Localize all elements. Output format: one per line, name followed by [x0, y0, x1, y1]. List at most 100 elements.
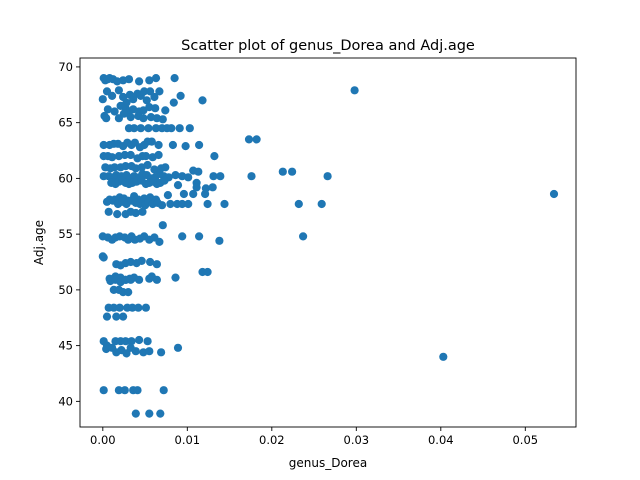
x-axis-ticks: 0.00 0.01 0.02 0.03 0.04 0.05 — [90, 427, 538, 447]
scatter-point — [121, 162, 130, 171]
chart-title: Scatter plot of genus_Dorea and Adj.age — [181, 38, 475, 54]
scatter-point — [247, 172, 256, 181]
scatter-point — [294, 199, 303, 209]
scatter-point — [119, 312, 128, 321]
scatter-point — [104, 207, 113, 216]
scatter-point — [145, 347, 154, 356]
scatter-point — [208, 183, 217, 192]
scatter-point — [126, 113, 135, 122]
scatter-point — [147, 137, 156, 146]
scatter-point — [108, 153, 117, 162]
scatter-point — [131, 208, 140, 218]
scatter-point — [114, 86, 123, 95]
scatter-point — [110, 163, 119, 172]
scatter-point — [201, 184, 210, 193]
x-tick-label: 0.03 — [344, 433, 370, 447]
x-tick-label: 0.04 — [428, 433, 454, 447]
scatter-point — [156, 409, 165, 418]
scatter-point — [323, 172, 332, 181]
scatter-point — [252, 135, 261, 144]
y-tick-label: 65 — [58, 116, 73, 130]
scatter-point — [152, 275, 161, 284]
scatter-point — [109, 303, 118, 312]
scatter-point — [102, 312, 112, 321]
scatter-point — [179, 189, 188, 199]
scatter-point — [126, 150, 135, 160]
x-tick-label: 0.00 — [90, 433, 116, 447]
scatter-point — [135, 275, 144, 284]
x-tick-label: 0.01 — [175, 433, 201, 447]
scatter-point — [139, 114, 148, 123]
scatter-point — [167, 124, 176, 133]
scatter-point — [168, 140, 177, 150]
scatter-point — [157, 201, 167, 210]
scatter-point — [134, 303, 143, 312]
scatter-point — [163, 191, 172, 200]
scatter-point — [157, 348, 166, 357]
scatter-point — [113, 210, 122, 219]
scatter-point — [195, 140, 204, 150]
scatter-point — [210, 152, 219, 161]
scatter-point — [143, 160, 152, 170]
scatter-point — [133, 386, 142, 395]
scatter-point — [154, 140, 163, 150]
y-axis-ticks: 40 45 50 55 60 65 70 — [58, 60, 80, 408]
scatter-point — [189, 189, 198, 199]
scatter-point — [175, 124, 184, 133]
scatter-point — [143, 337, 152, 346]
scatter-point — [114, 386, 123, 395]
scatter-point — [140, 87, 149, 96]
scatter-point — [158, 221, 167, 230]
scatter-point — [122, 349, 131, 358]
scatter-point — [216, 172, 225, 181]
scatter-point — [185, 124, 194, 133]
scatter-point — [181, 142, 190, 151]
scatter-point — [171, 273, 180, 282]
scatter-point — [244, 135, 254, 144]
scatter-point — [136, 124, 145, 133]
scatter-point — [288, 167, 297, 176]
scatter-point — [317, 199, 326, 209]
scatter-point — [549, 189, 559, 199]
scatter-point — [110, 107, 119, 116]
scatter-point — [169, 98, 178, 107]
scatter-point — [99, 140, 108, 150]
scatter-points — [98, 74, 559, 418]
plot-area — [80, 58, 576, 427]
scatter-point — [151, 124, 161, 133]
scatter-point — [135, 77, 144, 86]
scatter-point — [108, 91, 117, 100]
scatter-point — [209, 172, 218, 181]
scatter-point — [151, 74, 161, 83]
scatter-point — [154, 150, 163, 160]
scatter-point — [144, 124, 153, 133]
scatter-point — [119, 109, 128, 118]
y-tick-label: 55 — [58, 227, 73, 241]
x-axis-label: genus_Dorea — [289, 456, 367, 470]
scatter-point — [150, 92, 159, 102]
scatter-point — [350, 86, 359, 95]
scatter-point — [439, 352, 448, 361]
scatter-point — [142, 96, 151, 105]
scatter-point — [203, 199, 212, 209]
scatter-point — [178, 199, 187, 209]
scatter-point — [161, 106, 170, 115]
scatter-point — [184, 173, 193, 182]
scatter-point — [103, 105, 112, 114]
scatter-point — [130, 124, 139, 133]
scatter-point — [192, 183, 201, 192]
scatter-point — [124, 288, 133, 297]
scatter-point — [166, 199, 175, 209]
scatter-point — [155, 87, 164, 96]
scatter-point — [194, 167, 203, 176]
scatter-point — [176, 91, 185, 100]
scatter-point — [112, 312, 121, 321]
scatter-point — [115, 303, 124, 312]
scatter-point — [145, 76, 154, 85]
x-tick-label: 0.05 — [512, 433, 538, 447]
scatter-point — [220, 199, 229, 209]
scatter-point — [126, 275, 135, 284]
scatter-point — [124, 75, 134, 84]
scatter-point — [135, 335, 144, 345]
